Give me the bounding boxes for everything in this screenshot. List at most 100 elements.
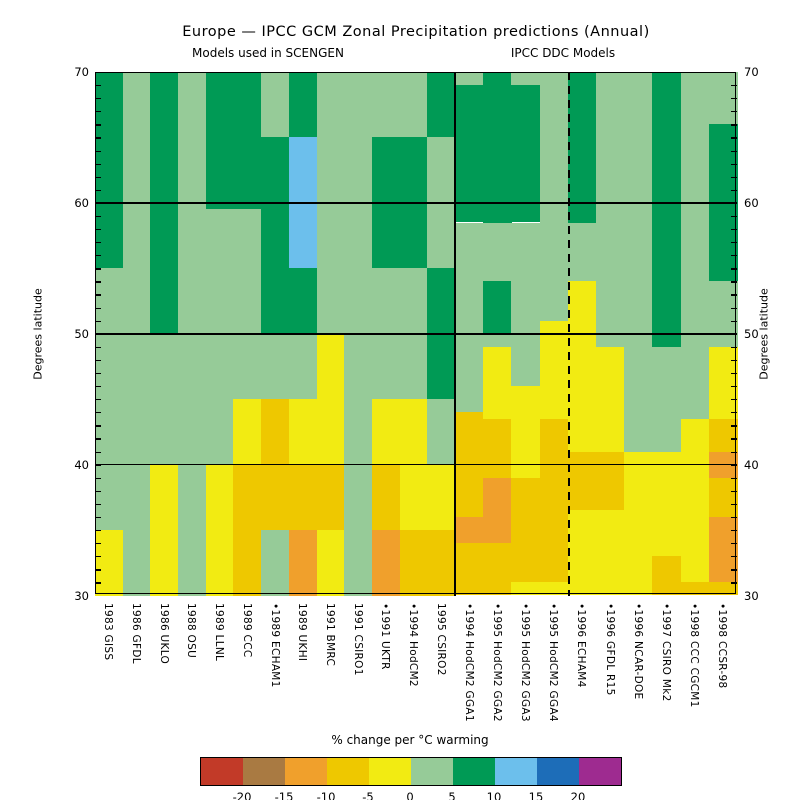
- heatmap-cell: [483, 72, 512, 223]
- legend-tick-label: 10: [486, 790, 502, 800]
- legend-color-swatch: [411, 758, 453, 785]
- y-axis-minor-tick-left: [95, 98, 101, 100]
- legend-title: % change per °C warming: [331, 733, 489, 747]
- legend-color-swatch: [537, 758, 579, 785]
- y-axis-minor-tick-left: [95, 451, 101, 453]
- y-axis-minor-tick-right: [731, 98, 737, 100]
- x-axis-model-label: •1995 HodCM2 GGA2: [490, 603, 503, 722]
- y-axis-minor-tick-left: [95, 176, 101, 178]
- heatmap-cell: [708, 281, 738, 347]
- heatmap-cell: [567, 510, 597, 596]
- y-axis-minor-tick-left: [95, 111, 101, 113]
- legend-tick-label: -5: [362, 790, 374, 800]
- heatmap-cell: [399, 72, 428, 138]
- x-axis-model-label: •1996 GFDL R15: [603, 603, 616, 696]
- x-axis-model-label: •1996 ECHAM4: [575, 603, 588, 688]
- x-axis-model-label: •1998 CCSR-98: [716, 603, 729, 689]
- heatmap-cell: [483, 281, 512, 334]
- heatmap-cell: [288, 399, 318, 465]
- heatmap-cell: [652, 72, 682, 347]
- y-axis-minor-tick-left: [95, 229, 101, 231]
- y-axis-minor-tick-left: [95, 399, 101, 401]
- y-tick-label-left: 30: [74, 588, 89, 603]
- y-axis-minor-tick-left: [95, 124, 101, 126]
- y-axis-minor-tick-left: [95, 85, 101, 87]
- legend-colorbar: [200, 757, 622, 786]
- y-axis-minor-tick-left: [95, 320, 101, 322]
- y-axis-minor-tick-right: [731, 215, 737, 218]
- heatmap-cell: [708, 418, 738, 452]
- heatmap-cell: [483, 222, 512, 282]
- y-axis-minor-tick-right: [731, 503, 737, 506]
- heatmap-cell: [483, 333, 512, 347]
- x-axis-model-label: 1989 LLNL: [213, 603, 226, 662]
- y-axis-minor-tick-left: [95, 530, 101, 532]
- y-axis-minor-tick-right: [731, 582, 737, 584]
- y-tick-label-right: 70: [744, 65, 759, 79]
- heatmap-cell: [511, 85, 541, 223]
- heatmap-cell: [511, 222, 541, 387]
- x-axis-model-label: 1991 CSIRO1: [351, 603, 364, 676]
- x-axis-model-label: 1995 CSIRO2: [434, 603, 447, 676]
- heatmap-cell: [511, 72, 541, 86]
- heatmap-cell: [288, 530, 318, 596]
- y-axis-label-left: Degrees latitude: [31, 288, 45, 380]
- y-axis-minor-tick-right: [731, 255, 737, 257]
- y-axis-minor-tick-right: [731, 425, 737, 427]
- heatmap-cell: [511, 477, 541, 583]
- heatmap-cell: [596, 451, 625, 511]
- x-axis-model-label: 1986 GFDL: [130, 603, 143, 664]
- y-axis-label-right: Degrees latitude: [757, 288, 771, 380]
- y-axis-minor-tick-right: [731, 307, 737, 309]
- y-axis-minor-tick-left: [95, 490, 101, 492]
- y-axis-minor-tick-right: [731, 412, 737, 414]
- heatmap-cell: [399, 530, 428, 596]
- legend-tick-label: 0: [406, 790, 414, 800]
- heatmap-cell: [567, 281, 597, 452]
- legend-color-swatch: [243, 758, 285, 785]
- legend-color-swatch: [285, 758, 327, 785]
- heatmap-cell: [316, 464, 345, 531]
- heatmap-cell: [567, 451, 597, 511]
- heatmap-cell: [708, 477, 738, 517]
- y-axis-minor-tick-right: [731, 373, 737, 375]
- panel-subtitle-scengen: Models used in SCENGEN: [192, 46, 344, 60]
- legend-tick-label: -10: [316, 790, 336, 800]
- latitude-gridline: [95, 463, 737, 466]
- heatmap-cell: [95, 530, 124, 596]
- legend-color-swatch: [495, 758, 537, 785]
- heatmap-cell: [596, 72, 625, 347]
- y-axis-minor-tick-left: [95, 150, 101, 152]
- panel-subtitle-ipcc-ddc: IPCC DDC Models: [510, 46, 616, 60]
- y-axis-minor-tick-left: [95, 294, 101, 296]
- x-axis-model-label: 1986 UKLO: [157, 603, 170, 665]
- heatmap-cell: [316, 530, 345, 596]
- heatmap-cell: [205, 209, 235, 465]
- y-axis-minor-tick-left: [95, 386, 101, 388]
- heatmap-cell: [596, 510, 625, 596]
- x-axis-model-label: •1996 NCAR-DOE: [631, 603, 644, 700]
- y-tick-label-left: 60: [74, 195, 89, 210]
- y-tick-label-right: 60: [744, 195, 759, 210]
- x-axis-model-label: 1991 BMRC: [323, 603, 336, 667]
- y-axis-minor-tick-right: [731, 477, 737, 479]
- heatmap-cell: [205, 464, 235, 596]
- y-axis-minor-tick-left: [95, 189, 101, 191]
- y-axis-minor-tick-left: [95, 412, 101, 414]
- heatmap-cell: [427, 72, 456, 138]
- y-axis-minor-tick-right: [731, 386, 737, 388]
- y-axis-minor-tick-right: [731, 163, 737, 165]
- heatmap-cell: [708, 346, 738, 419]
- heatmap-cell: [539, 72, 569, 321]
- heatmap-cell: [233, 72, 262, 210]
- dashed-divider-line: [567, 72, 570, 596]
- y-axis-minor-tick-right: [731, 111, 737, 113]
- legend-color-swatch: [369, 758, 411, 785]
- heatmap-cell: [708, 516, 738, 583]
- y-axis-minor-tick-right: [731, 490, 737, 492]
- y-axis-minor-tick-right: [731, 281, 737, 283]
- heatmap-cell: [371, 530, 401, 596]
- heatmap-cell: [539, 418, 569, 583]
- y-axis-minor-tick-right: [731, 189, 737, 191]
- heatmap-cell: [680, 418, 710, 583]
